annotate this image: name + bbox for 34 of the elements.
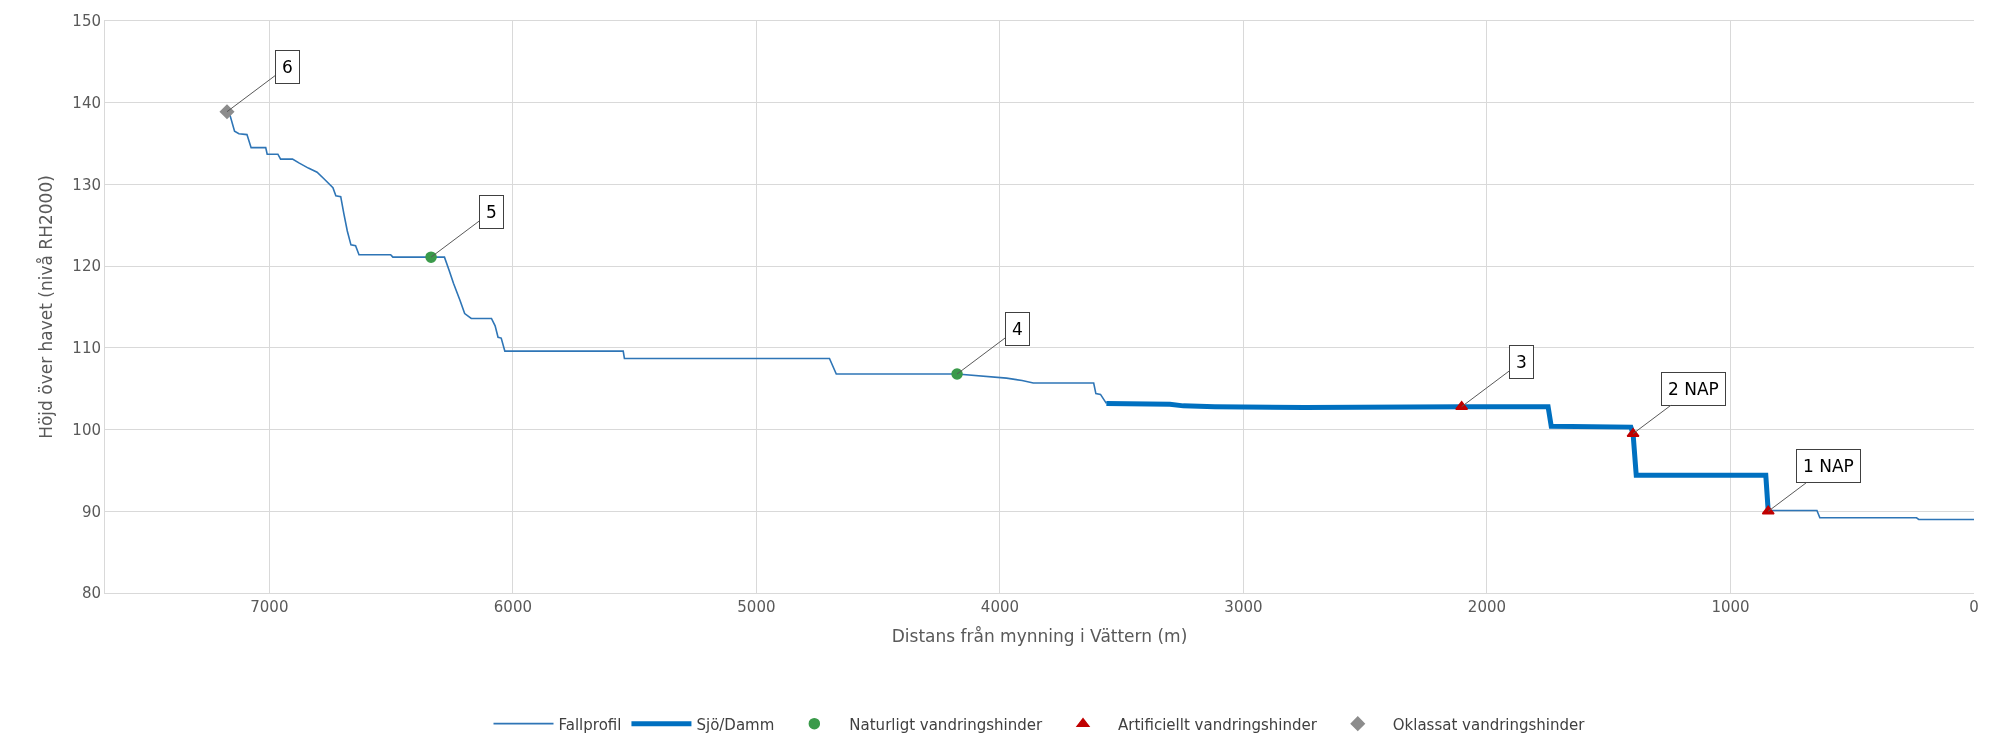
point [425,251,437,263]
annotation: 1 NAP [1803,456,1854,476]
legend-label: Sjö/Damm [696,715,775,734]
annotation: 2 NAP [1668,379,1719,399]
y-tick-label: 90 [81,502,101,521]
x-tick-label: 7000 [250,598,289,616]
point [219,104,235,119]
y-tick-label: 110 [72,339,101,358]
point [951,368,963,380]
legend-label: Fallprofil [558,715,622,734]
legend-label: Artificiellt vandringshinder [1118,715,1318,734]
annotation: 3 [1516,352,1527,372]
x-tick-label: 6000 [493,598,532,616]
y-tick-label: 100 [72,420,101,439]
y-tick-label: 130 [72,175,101,194]
x-tick-label: 3000 [1224,598,1263,616]
x-tick-label: 1000 [1711,598,1750,616]
annotation: 6 [282,57,293,77]
x-tick-label: 4000 [980,598,1020,616]
legend-label: Oklassat vandringshinder [1392,715,1586,734]
x-axis-title: Distans från mynning i Vättern (m) [891,626,1188,647]
x-tick-label: 5000 [737,598,776,616]
y-tick-label: 120 [72,257,101,276]
point [1626,427,1640,437]
x-tick-label: 0 [1969,598,1979,616]
point [1761,505,1775,515]
annotation: 5 [486,202,497,222]
x-tick-label: 2000 [1467,598,1507,616]
annotation: 4 [1012,319,1023,339]
y-tick-label: 150 [72,12,101,31]
legend-label: Naturligt vandringshinder [849,715,1044,734]
y-tick-label: 140 [72,93,101,112]
y-axis-title: Höjd över havet (nivå RH2000) [35,175,56,439]
y-tick-label: 80 [81,584,101,603]
